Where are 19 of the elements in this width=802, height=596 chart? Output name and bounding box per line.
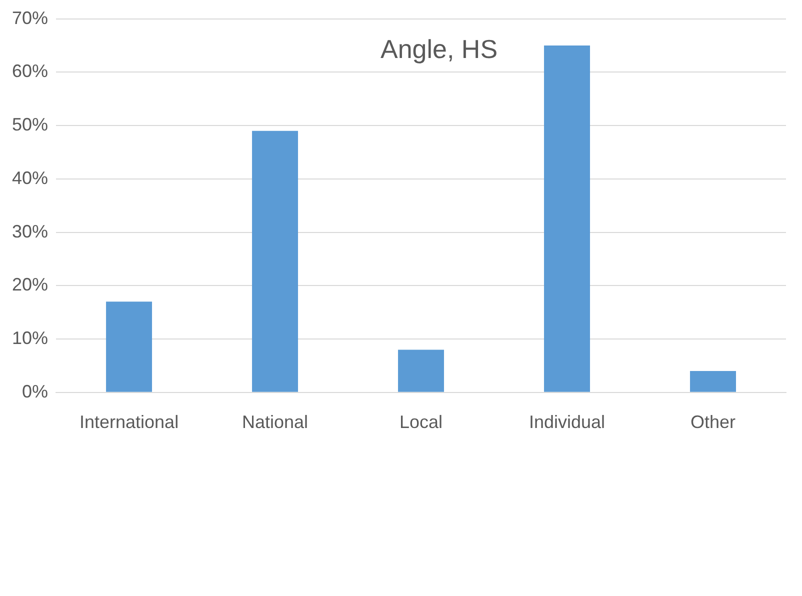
bar: [690, 371, 736, 392]
y-tick-label: 30%: [12, 221, 48, 242]
y-tick-label: 10%: [12, 328, 48, 348]
y-tick-label: 0%: [22, 381, 48, 402]
text: Angle, HS: [380, 34, 498, 64]
bar: [398, 350, 444, 392]
x-tick-label: Local: [400, 412, 443, 432]
bar: [544, 45, 590, 392]
bar: [252, 130, 298, 392]
x-tick-label: Other: [690, 412, 736, 432]
y-tick-label: 50%: [12, 114, 48, 135]
x-tick-label: National: [242, 412, 308, 432]
y-tick-label: 20%: [12, 274, 48, 295]
x-tick-label: International: [79, 412, 179, 432]
bar: [106, 302, 152, 392]
y-tick-label: 70%: [12, 8, 48, 28]
x-tick-label: Individual: [528, 412, 606, 432]
y-tick-label: 60%: [12, 61, 48, 82]
y-tick-label: 40%: [12, 168, 48, 188]
